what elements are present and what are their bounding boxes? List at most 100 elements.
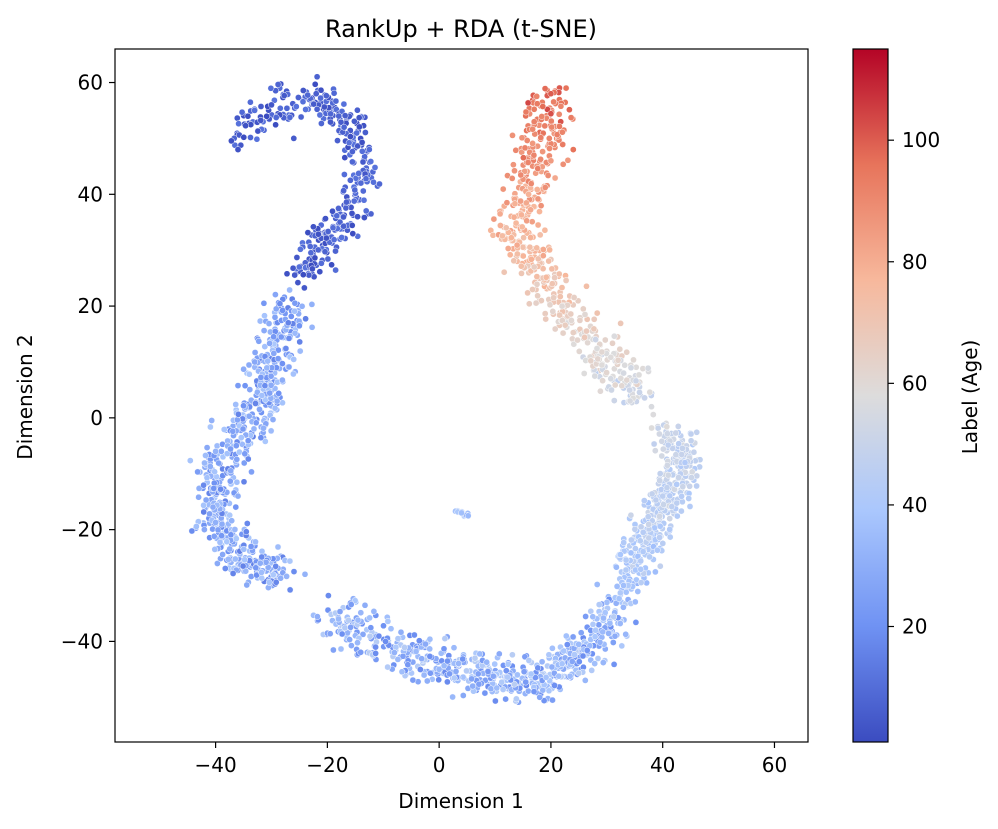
scatter-point	[555, 270, 563, 278]
scatter-point	[246, 386, 254, 393]
scatter-point	[575, 658, 583, 666]
scatter-point	[641, 394, 648, 402]
scatter-point	[269, 571, 277, 579]
scatter-point	[555, 672, 563, 680]
scatter-point	[201, 459, 208, 467]
scatter-point	[527, 670, 535, 678]
scatter-point	[247, 98, 254, 106]
scatter-point	[267, 84, 275, 92]
scatter-point	[525, 657, 533, 664]
scatter-point	[599, 628, 607, 636]
scatter-point	[340, 222, 347, 230]
scatter-point	[673, 499, 681, 507]
scatter-point	[195, 493, 202, 501]
scatter-point	[361, 601, 369, 609]
scatter-point	[279, 376, 286, 384]
scatter-point	[545, 687, 553, 695]
scatter-point	[321, 248, 329, 256]
scatter-point	[663, 484, 671, 491]
scatter-point	[530, 118, 538, 126]
scatter-point	[577, 629, 585, 637]
y-tick-label: 0	[90, 406, 103, 430]
scatter-point	[200, 481, 207, 489]
scatter-point	[308, 301, 316, 308]
scatter-point	[256, 406, 263, 413]
scatter-point	[549, 644, 556, 652]
scatter-point	[664, 461, 671, 469]
scatter-point	[590, 325, 598, 333]
scatter-point	[212, 519, 219, 526]
scatter-point	[272, 562, 280, 570]
scatter-point	[255, 337, 263, 345]
scatter-point	[645, 521, 653, 528]
scatter-point	[686, 482, 693, 490]
scatter-point	[569, 329, 577, 336]
scatter-point	[274, 355, 282, 362]
scatter-point	[201, 526, 208, 533]
scatter-point	[248, 468, 255, 476]
scatter-point	[539, 246, 547, 253]
scatter-point	[579, 305, 587, 313]
scatter-point	[426, 645, 434, 653]
scatter-point	[617, 320, 624, 327]
colorbar-tick-label: 60	[902, 371, 927, 395]
scatter-point	[566, 672, 574, 680]
scatter-point	[291, 307, 298, 315]
scatter-point	[635, 371, 643, 379]
scatter-point	[301, 284, 308, 292]
scatter-point	[345, 139, 353, 147]
scatter-point	[285, 335, 293, 342]
scatter-point	[314, 613, 321, 620]
plot-frame	[114, 48, 809, 743]
scatter-point	[571, 651, 578, 658]
scatter-point	[544, 172, 552, 179]
scatter-point	[574, 336, 581, 344]
scatter-point	[290, 135, 298, 142]
scatter-point	[376, 180, 383, 188]
scatter-point	[207, 423, 214, 431]
scatter-point	[563, 641, 571, 648]
scatter-point	[474, 670, 482, 678]
scatter-point	[358, 147, 366, 155]
scatter-point	[435, 676, 443, 684]
scatter-point	[514, 671, 521, 679]
scatter-point	[274, 346, 282, 354]
scatter-point	[321, 103, 328, 111]
scatter-point	[620, 582, 627, 589]
scatter-point	[630, 356, 637, 364]
scatter-point	[296, 263, 303, 271]
scatter-point	[524, 289, 531, 297]
scatter-point	[338, 234, 346, 241]
scatter-point	[263, 364, 271, 372]
scatter-point	[283, 573, 290, 580]
scatter-point	[241, 382, 249, 390]
scatter-point	[658, 437, 666, 445]
scatter-point	[228, 137, 235, 145]
scatter-point	[274, 81, 282, 88]
scatter-point	[550, 294, 557, 302]
scatter-point	[272, 114, 280, 121]
scatter-point	[656, 522, 664, 530]
scatter-point	[225, 555, 232, 563]
scatter-point	[558, 284, 566, 291]
scatter-point	[260, 327, 268, 334]
scatter-point	[593, 345, 601, 352]
scatter-point	[254, 388, 261, 396]
scatter-point	[666, 526, 674, 533]
scatter-point	[518, 223, 526, 231]
scatter-point	[426, 635, 434, 643]
scatter-point	[520, 668, 528, 676]
scatter-point	[620, 603, 627, 611]
scatter-point	[688, 474, 695, 481]
scatter-point	[237, 434, 245, 441]
scatter-point	[637, 579, 645, 586]
scatter-point	[551, 325, 559, 333]
scatter-point	[551, 682, 558, 689]
scatter-point	[360, 196, 368, 204]
scatter-point	[359, 158, 367, 166]
scatter-point	[263, 112, 271, 120]
scatter-point	[532, 674, 539, 681]
scatter-point	[279, 360, 286, 367]
scatter-point	[548, 123, 556, 131]
scatter-point	[261, 312, 268, 320]
